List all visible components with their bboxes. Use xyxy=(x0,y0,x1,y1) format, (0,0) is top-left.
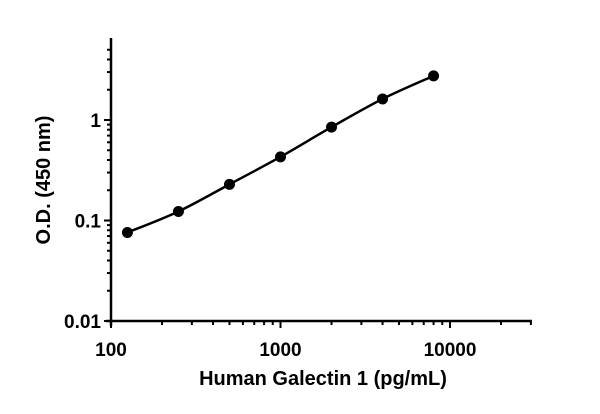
data-point xyxy=(428,70,440,82)
y-tick-label: 1 xyxy=(90,111,101,132)
data-point xyxy=(223,178,235,190)
data-point xyxy=(326,121,338,133)
x-tick-label: 1000 xyxy=(259,340,301,361)
x-axis-label: Human Galectin 1 (pg/mL) xyxy=(199,368,447,390)
data-point xyxy=(377,93,389,105)
x-tick-label: 100 xyxy=(95,340,127,361)
data-point xyxy=(121,226,133,238)
data-series xyxy=(121,70,440,238)
tick-labels: 0.01 0.1 1 100 1000 10000 xyxy=(64,111,476,361)
y-tick-label: 0.01 xyxy=(64,312,101,333)
y-axis-label: O.D. (450 nm) xyxy=(33,116,55,245)
axes xyxy=(104,38,532,328)
y-tick-label: 0.1 xyxy=(75,212,102,233)
x-tick-label: 10000 xyxy=(424,340,477,361)
data-point xyxy=(172,205,184,217)
data-point xyxy=(275,151,286,163)
